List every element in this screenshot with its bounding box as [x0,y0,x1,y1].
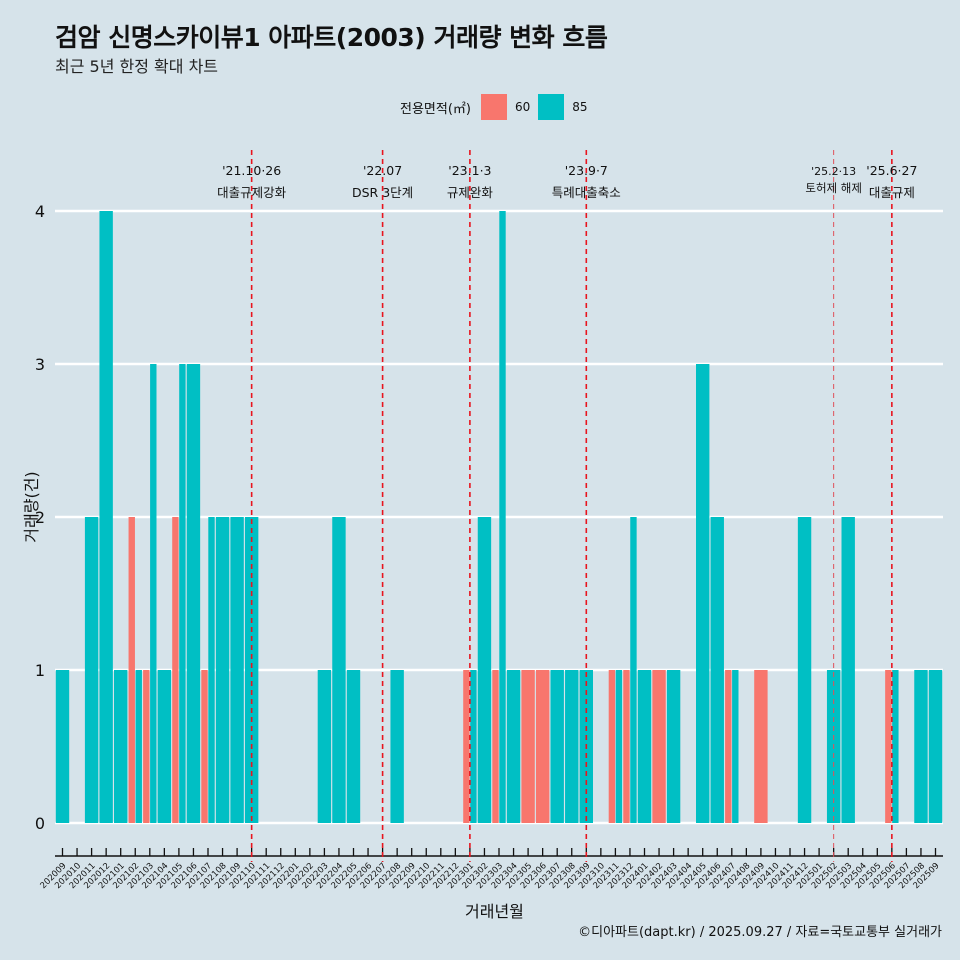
bar-85 [550,670,564,823]
bar-60 [128,517,135,823]
bar-85 [215,517,230,823]
bar-60 [623,670,630,823]
bar-85 [230,517,244,823]
x-axis-label: 거래년월 [465,902,524,921]
bar-85 [666,670,681,823]
y-tick-label: 4 [35,202,45,221]
bar-85 [99,211,113,823]
legend-label-60: 60 [514,100,531,114]
bar-85 [914,670,928,823]
legend-title: 전용면적(㎡) [400,101,471,117]
bar-85 [317,670,332,823]
y-tick-label: 2 [35,508,45,527]
legend-swatch-60 [480,94,507,120]
bar-60 [725,670,732,823]
bar-60 [652,670,666,823]
bar-60 [535,670,550,823]
y-tick-label: 1 [35,661,45,680]
bar-60 [463,670,470,823]
bar-85 [928,670,943,823]
legend-swatch-85 [538,94,565,120]
bar-85 [135,670,142,823]
event-date: '23.9·7 [565,163,608,178]
bar-60 [201,670,208,823]
bar-85 [797,517,812,823]
bar-60 [754,670,768,823]
bar-85 [179,364,186,823]
bar-60 [143,670,150,823]
bar-85 [892,670,899,823]
bar-85 [346,670,361,823]
event-label: 대출규제강화 [217,185,287,200]
bar-85 [84,517,99,823]
bar-85 [157,670,172,823]
event-label: 대출규제 [869,185,915,200]
y-tick-label: 3 [35,355,45,374]
bar-85 [390,670,404,823]
bar-85 [506,670,521,823]
bar-85 [696,364,710,823]
bar-85 [55,670,70,823]
bar-85 [637,670,652,823]
event-label: 특례대출축소 [552,185,621,200]
bar-85 [710,517,724,823]
y-axis-label: 거래량(건) [22,471,41,543]
bar-60 [172,517,179,823]
chart-subtitle: 최근 5년 한정 확대 차트 [55,57,219,76]
bar-85 [499,211,506,823]
bar-85 [841,517,855,823]
bar-85 [332,517,346,823]
event-date: '25.2·13 [811,165,856,178]
bar-85 [150,364,157,823]
y-tick-label: 0 [35,814,45,833]
bar-85 [470,670,477,823]
bar-60 [521,670,535,823]
chart-title: 검암 신명스카이뷰1 아파트(2003) 거래량 변화 흐름 [55,23,608,52]
source-caption: ©디아파트(dapt.kr) / 2025.09.27 / 자료=국토교통부 실… [578,925,942,940]
event-label: DSR 3단계 [352,185,413,200]
bar-85 [186,364,201,823]
bar-85 [732,670,739,823]
bar-85 [630,517,637,823]
bar-85 [615,670,623,823]
event-date: '21.10·26 [222,163,281,178]
event-label: 규제완화 [447,185,494,200]
event-date: '22.07 [363,163,402,178]
legend: 전용면적(㎡) 60 85 [400,93,596,121]
bar-85 [114,670,128,823]
bar-60 [885,670,892,823]
event-label: 토허제 해제 [805,181,862,195]
bar-85 [477,517,492,823]
event-date: '25.6·27 [866,163,917,178]
event-date: '23.1·3 [448,163,491,178]
legend-label-85: 85 [572,100,588,114]
bar-60 [608,670,616,823]
bar-85 [244,517,259,823]
bar-85 [208,517,215,823]
bar-85 [565,670,579,823]
bar-60 [492,670,499,823]
